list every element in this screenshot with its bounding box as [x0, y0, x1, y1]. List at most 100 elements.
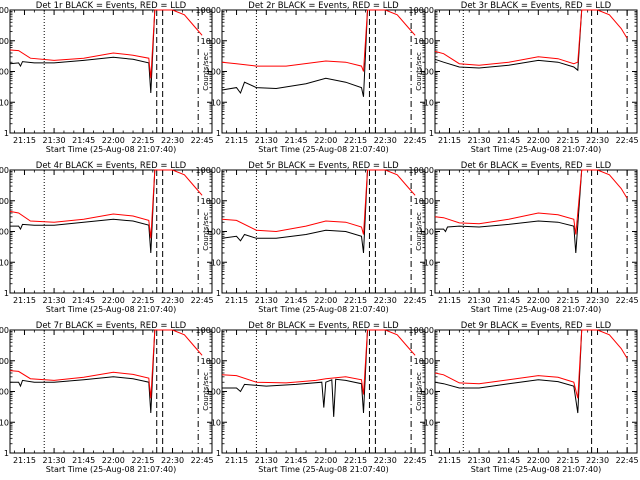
x-tick-label: 22:45 [404, 136, 427, 145]
x-tick-label: 22:00 [527, 136, 550, 145]
plot-frame [434, 329, 638, 454]
x-tick-label: 21:30 [43, 456, 66, 465]
x-tick-label: 21:15 [225, 136, 248, 145]
y-tick-label: 10 [211, 98, 221, 107]
plot-frame [9, 169, 213, 294]
y-tick-label: 1000 [201, 357, 221, 366]
y-tick-label: 10000 [409, 166, 434, 175]
y-tick-label: 100 [0, 228, 9, 237]
x-tick-label: 21:30 [468, 456, 491, 465]
series-line-lld [9, 329, 203, 399]
plot-frame [221, 9, 426, 134]
series-line-events [9, 9, 156, 94]
chart-panel: Det 9r BLACK = Events, RED = LLD 1 10 100 10… [409, 321, 639, 474]
plot-frame [9, 9, 213, 134]
series-line-events [221, 169, 368, 254]
x-tick-label: 21:30 [255, 296, 278, 305]
chart-title: Det 2r BLACK = Events, RED = LLD [248, 1, 399, 11]
x-tick-label: 21:30 [255, 456, 278, 465]
y-tick-label: 10 [211, 418, 221, 427]
x-tick-label: 22:15 [131, 456, 154, 465]
x-axis-label: Start Time (25-Aug-08 21:07:40) [46, 145, 177, 154]
y-tick-label: 10000 [196, 6, 221, 15]
x-tick-label: 22:00 [102, 296, 125, 305]
x-tick-label: 21:45 [72, 296, 95, 305]
x-tick-label: 22:15 [131, 296, 154, 305]
x-tick-label: 22:45 [616, 296, 639, 305]
series-line-lld [434, 9, 628, 66]
x-tick-label: 22:30 [374, 456, 397, 465]
series-line-lld [434, 169, 628, 235]
y-axis-label: Counts/sec [202, 212, 210, 251]
series-line-lld [9, 9, 203, 79]
y-tick-label: 10 [424, 98, 434, 107]
x-tick-label: 22:30 [586, 136, 609, 145]
x-tick-label: 22:30 [161, 296, 184, 305]
chart-title: Det 6r BLACK = Events, RED = LLD [461, 161, 612, 171]
y-tick-label: 1000 [0, 37, 9, 46]
x-axis-label: Start Time (25-Aug-08 21:07:40) [258, 465, 389, 474]
plot-frame [9, 329, 213, 454]
x-tick-label: 22:15 [556, 136, 579, 145]
chart-panel: Det 2r BLACK = Events, RED = LLD 1 10 100 10… [196, 1, 427, 154]
x-tick-label: 21:15 [225, 296, 248, 305]
x-tick-label: 22:30 [374, 296, 397, 305]
y-tick-label: 10000 [196, 166, 221, 175]
y-axis-label: Counts/sec [202, 52, 210, 91]
y-tick-label: 1000 [414, 197, 434, 206]
y-tick-label: 1000 [0, 357, 9, 366]
x-tick-label: 21:30 [43, 296, 66, 305]
y-tick-label: 1 [216, 449, 221, 458]
plot-frame [221, 329, 426, 454]
series-line-lld [221, 169, 416, 235]
x-tick-label: 22:15 [556, 456, 579, 465]
x-tick-label: 21:30 [468, 296, 491, 305]
x-axis-label: Start Time (25-Aug-08 21:07:40) [471, 305, 602, 314]
x-axis-label: Start Time (25-Aug-08 21:07:40) [258, 145, 389, 154]
chart-title: Det 7r BLACK = Events, RED = LLD [36, 321, 187, 331]
chart-title: Det 3r BLACK = Events, RED = LLD [461, 1, 612, 11]
y-tick-label: 1000 [201, 197, 221, 206]
y-tick-label: 1 [429, 129, 434, 138]
x-axis-label: Start Time (25-Aug-08 21:07:40) [46, 305, 177, 314]
x-tick-label: 22:30 [586, 456, 609, 465]
x-tick-label: 22:30 [586, 296, 609, 305]
y-tick-label: 1 [4, 289, 9, 298]
x-tick-label: 21:45 [72, 136, 95, 145]
y-tick-label: 10000 [0, 166, 9, 175]
y-tick-label: 100 [206, 388, 221, 397]
y-tick-label: 1 [216, 289, 221, 298]
y-tick-label: 100 [419, 68, 434, 77]
x-tick-label: 22:45 [191, 136, 214, 145]
x-axis-label: Start Time (25-Aug-08 21:07:40) [471, 465, 602, 474]
x-tick-label: 21:15 [225, 456, 248, 465]
y-axis-label: Counts/sec [415, 212, 423, 251]
y-tick-label: 1 [429, 449, 434, 458]
y-tick-label: 1000 [201, 37, 221, 46]
y-tick-label: 10 [424, 258, 434, 267]
x-tick-label: 22:30 [374, 136, 397, 145]
y-tick-label: 10 [211, 258, 221, 267]
x-tick-label: 22:15 [344, 456, 367, 465]
x-tick-label: 22:00 [527, 296, 550, 305]
y-tick-label: 10000 [409, 326, 434, 335]
x-tick-label: 22:00 [102, 136, 125, 145]
x-axis-label: Start Time (25-Aug-08 21:07:40) [471, 145, 602, 154]
x-tick-label: 22:00 [527, 456, 550, 465]
x-tick-label: 22:45 [191, 456, 214, 465]
chart-panel: Det 6r BLACK = Events, RED = LLD 1 10 100 10… [409, 161, 639, 314]
plot-frame [434, 169, 638, 294]
y-tick-label: 100 [419, 228, 434, 237]
y-axis-label: Counts/sec [415, 52, 423, 91]
x-tick-label: 22:15 [131, 136, 154, 145]
x-tick-label: 22:30 [161, 456, 184, 465]
x-tick-label: 22:45 [404, 456, 427, 465]
x-tick-label: 21:45 [497, 296, 520, 305]
chart-panel: Det 1r BLACK = Events, RED = LLD 1 10 100 10… [0, 1, 214, 154]
y-tick-label: 100 [206, 68, 221, 77]
y-tick-label: 10000 [409, 6, 434, 15]
series-line-lld [221, 329, 416, 395]
chart-panel: Det 4r BLACK = Events, RED = LLD 1 10 100 10… [0, 161, 214, 314]
x-tick-label: 21:45 [497, 456, 520, 465]
